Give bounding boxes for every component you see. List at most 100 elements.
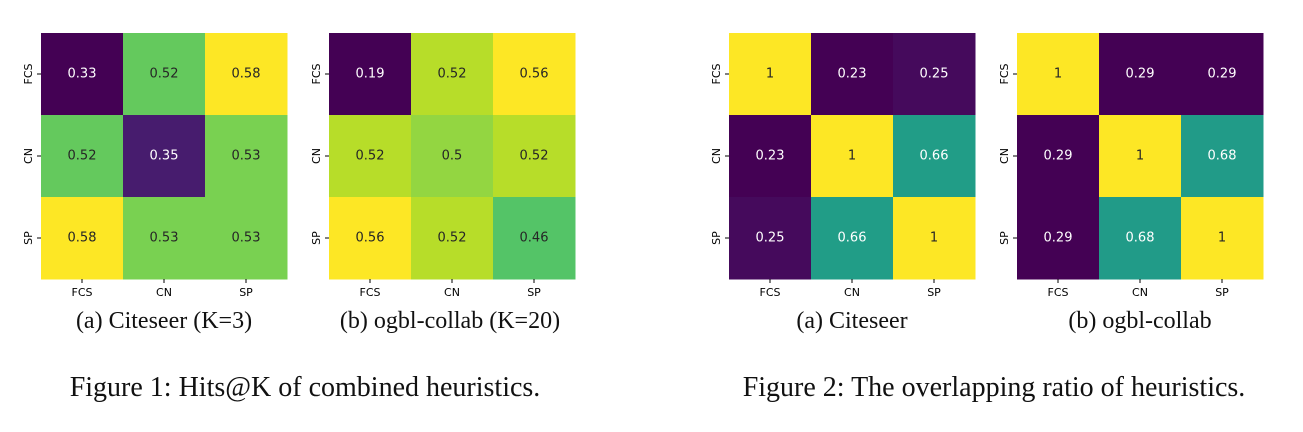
cell-value-label: 0.53	[232, 231, 261, 246]
x-tick-label: SP	[1215, 286, 1229, 299]
subcaption-fig2-a: (a) Citeseer	[728, 308, 976, 335]
y-tick-label: SP	[998, 231, 1011, 245]
heatmap-cell	[1181, 197, 1264, 280]
heatmap-cell	[811, 115, 894, 198]
heatmap-cell	[411, 33, 494, 116]
heatmap-cell	[729, 197, 812, 280]
heatmap-cell	[811, 197, 894, 280]
heatmap-citeseer-overlap: 1 0.23 0.25 0.23 1 0.66 0.25 0.66 1 FCS CN SP FCS CN S…	[688, 0, 988, 300]
heatmap-cell	[329, 33, 412, 116]
heatmap-cell	[893, 197, 976, 280]
y-tick-label: FCS	[998, 63, 1011, 84]
heatmap-cell	[1181, 33, 1264, 116]
heatmap-cell	[1099, 115, 1182, 198]
cell-value-label: 0.66	[838, 231, 867, 246]
subcaption-fig1-b: (b) ogbl-collab (K=20)	[300, 308, 600, 335]
heatmap-svg: 0.19 0.52 0.56 0.52 0.5 0.52 0.56 0.52 0.46 FCS CN…	[310, 33, 576, 299]
heatmap-cell	[1017, 197, 1100, 280]
heatmap-cell	[493, 33, 576, 116]
cell-value-label: 1	[1218, 231, 1226, 246]
heatmap-cell	[729, 115, 812, 198]
heatmap-cell	[811, 33, 894, 116]
heatmap-citeseer-hits: 0.33 0.52 0.58 0.52 0.35 0.53 0.58 0.53 0.53 FCS C…	[0, 0, 300, 300]
cell-value-label: 0.58	[68, 231, 97, 246]
heatmap-cell	[329, 197, 412, 280]
heatmap-cell	[1099, 197, 1182, 280]
x-tick-label: FCS	[360, 286, 381, 299]
heatmap-cell	[41, 197, 124, 280]
x-tick-label: FCS	[1048, 286, 1069, 299]
subcaption-text: ogbl-collab	[1102, 308, 1212, 334]
subcaption-label: (a)	[75, 308, 103, 334]
cell-value-label: 1	[848, 149, 856, 164]
cell-value-label: 0.25	[756, 231, 785, 246]
cell-value-label: 0.19	[356, 67, 385, 82]
cell-value-label: 0.46	[520, 231, 549, 246]
heatmap-cell	[893, 33, 976, 116]
heatmap-cell	[123, 33, 206, 116]
cell-value-label: 1	[1054, 67, 1062, 82]
cell-value-label: 0.53	[232, 149, 261, 164]
heatmap-svg: 1 0.29 0.29 0.29 1 0.68 0.29 0.68 1 FCS CN SP FCS CN S…	[998, 33, 1264, 299]
heatmap-cell	[205, 33, 288, 116]
y-tick-label: CN	[998, 148, 1011, 164]
heatmap-cell	[493, 197, 576, 280]
y-tick-label: SP	[710, 231, 723, 245]
x-tick-label: SP	[527, 286, 541, 299]
cell-value-label: 0.25	[920, 67, 949, 82]
heatmap-cell	[205, 115, 288, 198]
heatmap-cell	[1181, 115, 1264, 198]
heatmap-cell	[1017, 33, 1100, 116]
cell-value-label: 0.52	[150, 67, 179, 82]
heatmap-collab-overlap: 1 0.29 0.29 0.29 1 0.68 0.29 0.68 1 FCS CN SP FCS CN S…	[976, 0, 1276, 300]
heatmap-cell	[123, 197, 206, 280]
subcaption-label: (a)	[796, 308, 823, 334]
cell-value-label: 0.23	[756, 149, 785, 164]
cell-value-label: 0.52	[520, 149, 549, 164]
y-tick-label: CN	[710, 148, 723, 164]
x-tick-label: SP	[239, 286, 253, 299]
figure-2-caption: Figure 2: The overlapping ratio of heuri…	[742, 372, 1246, 403]
cell-value-label: 0.29	[1126, 67, 1155, 82]
heatmap-cell	[729, 33, 812, 116]
subcaption-text: ogbl-collab (K=20)	[373, 308, 561, 334]
cell-value-label: 1	[1136, 149, 1144, 164]
heatmap-cell	[329, 115, 412, 198]
subcaption-fig1-a: (a) Citeseer (K=3)	[40, 308, 288, 335]
x-tick-label: FCS	[760, 286, 781, 299]
heatmap-collab-hits: 0.19 0.52 0.56 0.52 0.5 0.52 0.56 0.52 0.46 FCS CN…	[288, 0, 588, 300]
cell-value-label: 0.66	[920, 149, 949, 164]
y-tick-label: FCS	[310, 63, 323, 84]
cell-value-label: 0.53	[150, 231, 179, 246]
cell-value-label: 1	[766, 67, 774, 82]
subcaption-text: Citeseer	[829, 308, 908, 334]
cell-value-label: 0.23	[838, 67, 867, 82]
heatmap-cell	[893, 115, 976, 198]
x-tick-label: SP	[927, 286, 941, 299]
x-tick-label: CN	[156, 286, 172, 299]
y-tick-label: FCS	[710, 63, 723, 84]
x-tick-label: CN	[844, 286, 860, 299]
heatmap-cell	[1017, 115, 1100, 198]
cell-value-label: 0.52	[68, 149, 97, 164]
cell-value-label: 0.68	[1208, 149, 1237, 164]
cell-value-label: 0.52	[438, 67, 467, 82]
cell-value-label: 0.56	[520, 67, 549, 82]
subcaption-text: Citeseer (K=3)	[108, 308, 253, 334]
cell-value-label: 1	[930, 231, 938, 246]
y-tick-label: FCS	[22, 63, 35, 84]
heatmap-cell	[411, 197, 494, 280]
figure-1-caption: Figure 1: Hits@K of combined heuristics.	[69, 372, 541, 403]
y-tick-label: CN	[22, 148, 35, 164]
x-tick-label: FCS	[72, 286, 93, 299]
heatmap-cell	[41, 33, 124, 116]
cell-value-label: 0.29	[1044, 231, 1073, 246]
heatmap-cell	[41, 115, 124, 198]
x-tick-label: CN	[444, 286, 460, 299]
subcaption-fig2-b: (b) ogbl-collab	[1016, 308, 1264, 335]
cell-value-label: 0.35	[150, 149, 179, 164]
x-tick-label: CN	[1132, 286, 1148, 299]
heatmap-cell	[411, 115, 494, 198]
heatmap-svg: 0.33 0.52 0.58 0.52 0.35 0.53 0.58 0.53 0.53 FCS C…	[22, 33, 288, 299]
heatmap-cell	[493, 115, 576, 198]
